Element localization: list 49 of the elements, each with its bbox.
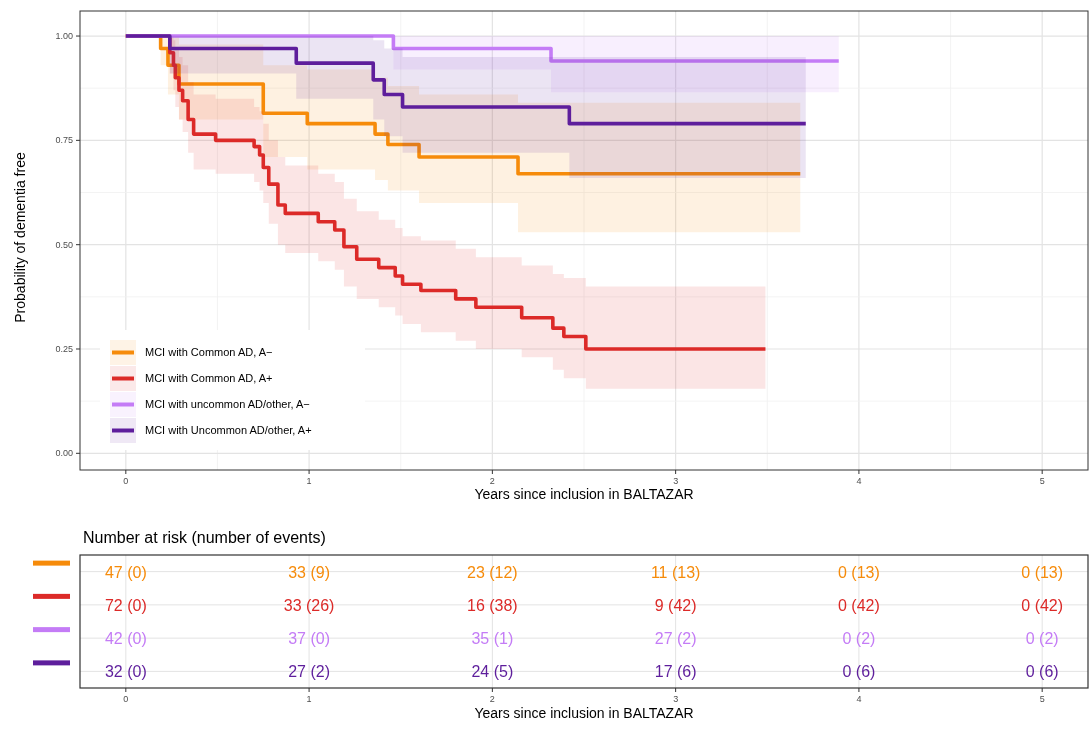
text: 0 (6) bbox=[842, 663, 876, 681]
text: 11 (13) bbox=[650, 563, 701, 581]
text: 0 (42) bbox=[838, 596, 880, 614]
text: 32 (0) bbox=[104, 663, 147, 681]
x-tick-label: 3 bbox=[673, 694, 679, 704]
x-tick-label: 1 bbox=[306, 476, 312, 486]
text: 0 (13) bbox=[838, 563, 880, 581]
x-tick-label: 0 bbox=[123, 694, 129, 704]
y-tick-label: 0.75 bbox=[55, 135, 73, 146]
text: 72 (0) bbox=[104, 596, 147, 614]
x-axis-title: Years since inclusion in BALTAZAR bbox=[474, 705, 694, 721]
text: 0 (13) bbox=[1021, 563, 1064, 581]
y-tick-label: 0.25 bbox=[55, 343, 73, 354]
y-tick-label: 0.00 bbox=[55, 448, 73, 459]
text: 0 (42) bbox=[1021, 596, 1064, 614]
x-tick-label: 5 bbox=[1039, 476, 1045, 486]
legend-label: MCI with Common AD, A+ bbox=[145, 372, 273, 384]
x-tick-label: 1 bbox=[306, 694, 312, 704]
text: 47 (0) bbox=[104, 563, 147, 581]
x-axis-title: Years since inclusion in BALTAZAR bbox=[474, 486, 694, 502]
legend-label: MCI with Uncommon AD/other, A+ bbox=[145, 424, 312, 436]
text: 33 (26) bbox=[283, 596, 335, 614]
text: 27 (2) bbox=[654, 630, 697, 648]
text: 42 (0) bbox=[104, 630, 147, 648]
text: 37 (0) bbox=[288, 630, 330, 648]
text: 24 (5) bbox=[471, 663, 514, 681]
x-tick-label: 4 bbox=[856, 694, 862, 704]
x-tick-label: 5 bbox=[1039, 694, 1045, 704]
legend-label: MCI with uncommon AD/other, A− bbox=[145, 398, 310, 410]
y-tick-label: 0.50 bbox=[55, 239, 73, 250]
y-tick-label: 1.00 bbox=[55, 31, 73, 42]
x-tick-label: 2 bbox=[489, 476, 495, 486]
x-tick-label: 0 bbox=[123, 476, 129, 486]
text: 17 (6) bbox=[654, 663, 697, 681]
text: 0 (6) bbox=[1025, 663, 1059, 681]
x-tick-label: 3 bbox=[673, 476, 679, 486]
text: 35 (1) bbox=[471, 630, 514, 648]
x-tick-label: 2 bbox=[489, 694, 495, 704]
legend-label: MCI with Common AD, A− bbox=[145, 346, 273, 358]
text: 27 (2) bbox=[288, 663, 330, 681]
text: 0 (2) bbox=[1025, 630, 1059, 648]
text: 16 (38) bbox=[467, 596, 518, 614]
text: 0 (2) bbox=[842, 630, 876, 648]
text: 23 (12) bbox=[467, 563, 518, 581]
x-tick-label: 4 bbox=[856, 476, 862, 486]
chart-title: Number at risk (number of events) bbox=[83, 529, 326, 546]
y-axis-title: Probability of dementia free bbox=[12, 152, 28, 323]
text: 33 (9) bbox=[288, 563, 330, 581]
text: 9 (42) bbox=[654, 596, 697, 614]
